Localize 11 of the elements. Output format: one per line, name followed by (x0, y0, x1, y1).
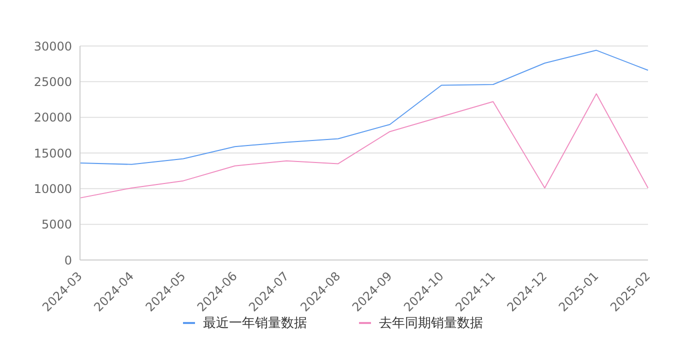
y-tick-label: 20000 (34, 110, 72, 125)
y-tick-label: 10000 (34, 182, 72, 196)
legend-label: 去年同期销量数据 (379, 315, 483, 332)
y-tick-label: 30000 (34, 39, 72, 54)
y-tick-label: 25000 (34, 74, 72, 89)
legend-label: 最近一年销量数据 (203, 315, 307, 332)
y-tick-label: 0 (64, 253, 72, 268)
y-tick-label: 5000 (41, 218, 72, 232)
y-tick-label: 15000 (34, 146, 72, 160)
line-series (80, 50, 648, 165)
line-series (80, 93, 648, 198)
